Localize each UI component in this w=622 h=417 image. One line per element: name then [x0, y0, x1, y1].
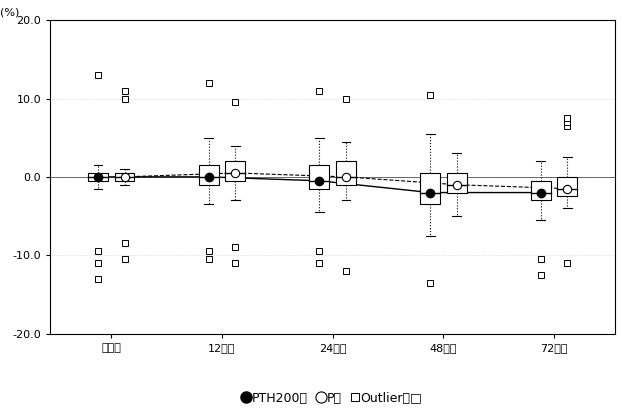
Bar	[557, 177, 577, 196]
Legend: PTH200群, P群, Outlier：□: PTH200群, P群, Outlier：□	[238, 387, 427, 410]
Bar	[420, 173, 440, 204]
Bar	[309, 165, 330, 188]
Bar	[336, 161, 356, 185]
Bar	[198, 165, 219, 185]
Bar	[225, 161, 245, 181]
Bar	[88, 173, 108, 181]
Bar	[114, 173, 134, 181]
Bar	[531, 181, 551, 201]
Bar	[447, 173, 466, 193]
Text: (%): (%)	[0, 7, 19, 17]
